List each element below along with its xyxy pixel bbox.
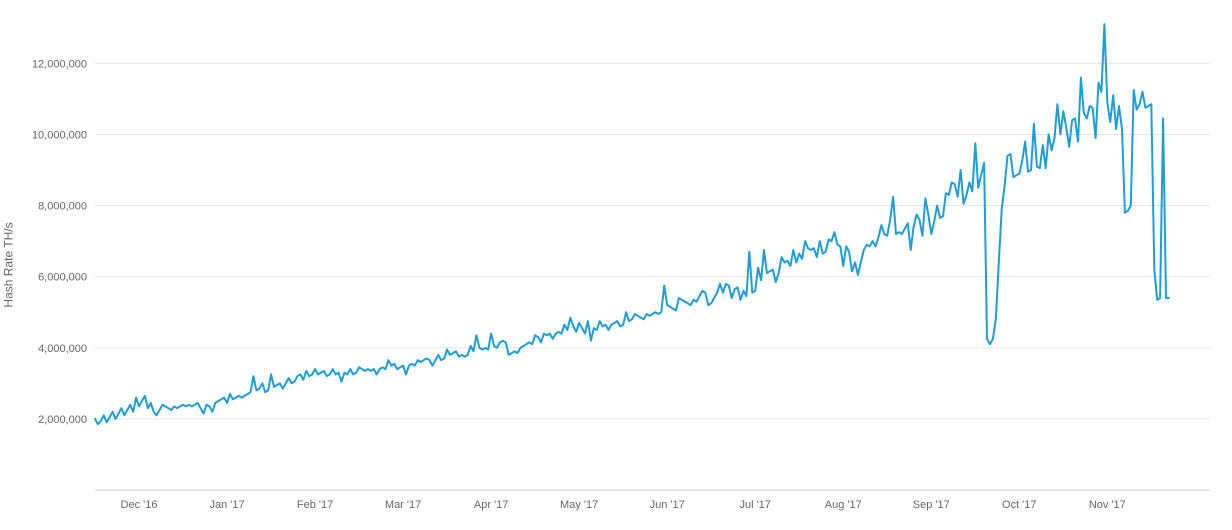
- y-tick-label: 4,000,000: [38, 343, 87, 355]
- x-tick-label: May '17: [560, 499, 598, 511]
- y-tick-label: 2,000,000: [38, 414, 87, 426]
- y-tick-label: 10,000,000: [32, 129, 87, 141]
- x-tick-label: Mar '17: [385, 499, 421, 511]
- chart-svg: 2,000,000 4,000,000 6,000,000 8,000,000 10,0…: [0, 0, 1232, 530]
- y-tick-label: 6,000,000: [38, 272, 87, 284]
- x-tick-label: Apr '17: [474, 499, 509, 511]
- hash-rate-chart: Hash Rate TH/s 2,000,000 4,000,000 6,000,0…: [0, 0, 1232, 530]
- x-tick-label: Jul '17: [739, 499, 770, 511]
- x-tick-label: Jun '17: [650, 499, 685, 511]
- y-tick-label: 12,000,000: [32, 58, 87, 70]
- x-tick-label: Dec '16: [121, 499, 158, 511]
- x-tick-label: Feb '17: [297, 499, 333, 511]
- x-tick-label: Aug '17: [825, 499, 862, 511]
- x-tick-label: Nov '17: [1089, 499, 1126, 511]
- x-tick-label: Oct '17: [1002, 499, 1037, 511]
- y-tick-label: 8,000,000: [38, 201, 87, 213]
- y-axis-label: Hash Rate TH/s: [2, 222, 16, 307]
- x-tick-label: Jan '17: [209, 499, 244, 511]
- x-tick-label: Sep '17: [913, 499, 950, 511]
- hash-rate-line: [95, 24, 1169, 424]
